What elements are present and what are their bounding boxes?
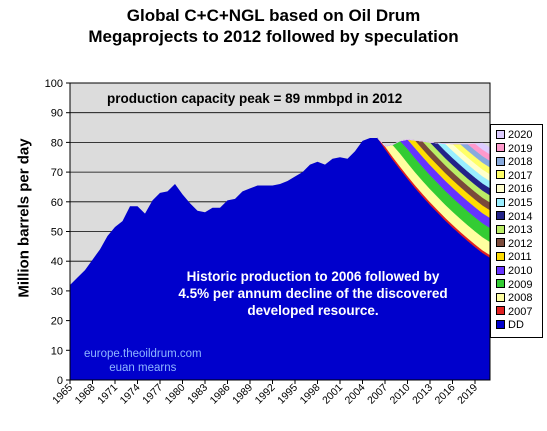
y-tick-label: 60 [51,197,63,209]
x-tick-label: 2013 [410,382,435,407]
legend-swatch [496,224,505,234]
legend-label: 2012 [508,237,533,250]
legend-swatch [496,251,505,261]
legend-swatch [496,183,505,193]
x-tick-label: 2019 [455,382,480,407]
legend-swatch [496,170,505,180]
legend-label: 2017 [508,169,533,182]
legend-item-2008: 2008 [496,292,532,305]
legend-item-2016: 2016 [496,183,532,196]
legend-label: 2009 [508,278,533,291]
legend-item-2009: 2009 [496,279,532,292]
legend-swatch [496,211,505,221]
x-tick-label: 1995 [275,382,300,407]
peak-annotation: production capacity peak = 89 mmbpd in 2… [107,91,403,106]
legend-item-2017: 2017 [496,170,532,183]
legend-label: 2018 [508,156,533,169]
x-tick-label: 2016 [433,382,458,407]
x-tick-label: 1992 [253,382,278,407]
legend-swatch [496,265,505,275]
x-tick-label: 1971 [95,382,120,407]
y-axis-label: Million barrels per day [15,138,33,298]
legend-swatch [496,197,505,207]
y-tick-label: 80 [51,137,63,149]
x-tick-label: 2004 [343,382,368,407]
legend-swatch [496,238,505,248]
y-tick-label: 40 [51,256,63,268]
decline-annotation-line-2: 4.5% per annum decline of the discovered [178,286,448,301]
legend-label: 2015 [508,197,533,209]
legend-item-2012: 2012 [496,238,532,251]
legend-swatch [496,279,505,289]
x-tick-label: 1998 [298,382,323,407]
watermark: europe.theoildrum.com euan mearns [84,347,202,375]
legend-item-2014: 2014 [496,211,532,224]
legend-swatch [496,319,505,329]
legend-label: 2013 [508,224,533,237]
legend-label: 2010 [508,265,533,277]
x-tick-label: 2010 [388,382,413,407]
x-tick-label: 1974 [118,382,143,407]
legend-item-2007: 2007 [496,306,532,319]
x-tick-label: 2001 [320,382,345,407]
watermark-line-2: euan mearns [109,362,177,374]
decline-annotation-line-3: developed resource. [247,303,379,318]
legend: 2020 2019 2018 2017 2016 2015 2014 2013 2012 2011… [490,124,543,338]
legend-swatch [496,129,505,139]
area-historic-production [70,137,378,380]
legend-swatch [496,306,505,316]
legend-item-2010: 2010 [496,265,532,278]
legend-item-2015: 2015 [496,197,532,210]
legend-swatch [496,292,505,302]
y-tick-label: 50 [51,227,63,239]
legend-label: 2016 [508,183,533,196]
legend-label: 2019 [508,142,533,155]
legend-item-dd: DD [496,319,524,332]
x-tick-label: 1989 [230,382,255,407]
chart-title-line-1: Global C+C+NGL based on Oil Drum [126,6,421,25]
legend-label: 2008 [508,292,533,305]
legend-item-2011: 2011 [496,251,532,264]
y-tick-label: 90 [51,108,63,120]
x-tick-label: 1986 [208,382,233,407]
x-tick-label: 2007 [365,382,390,407]
y-tick-label: 100 [45,78,63,90]
decline-annotation: Historic production to 2006 followed by … [148,268,478,319]
x-tick-label: 1980 [163,382,188,407]
x-tick-label: 1983 [185,382,210,407]
legend-label: 2014 [508,210,533,223]
legend-item-2013: 2013 [496,224,532,237]
legend-label: DD [508,319,524,332]
y-tick-label: 0 [57,375,63,387]
legend-label: 2007 [508,305,533,318]
y-tick-label: 30 [51,286,63,298]
legend-item-2019: 2019 [496,143,532,156]
x-tick-label: 1965 [50,382,75,407]
legend-swatch [496,156,505,166]
legend-swatch [496,143,505,153]
y-tick-label: 10 [51,345,63,357]
legend-label: 2020 [508,129,533,141]
y-tick-label: 70 [51,167,63,179]
x-tick-label: 1977 [140,382,165,407]
decline-annotation-line-1: Historic production to 2006 followed by [186,269,440,284]
chart-title-line-2: Megaprojects to 2012 followed by specula… [88,27,459,46]
legend-item-2020: 2020 [496,129,532,142]
x-tick-label: 1968 [73,382,98,407]
watermark-line-1: europe.theoildrum.com [84,348,202,360]
y-tick-label: 20 [51,316,63,328]
legend-label: 2011 [508,251,532,264]
legend-item-2018: 2018 [496,156,532,169]
